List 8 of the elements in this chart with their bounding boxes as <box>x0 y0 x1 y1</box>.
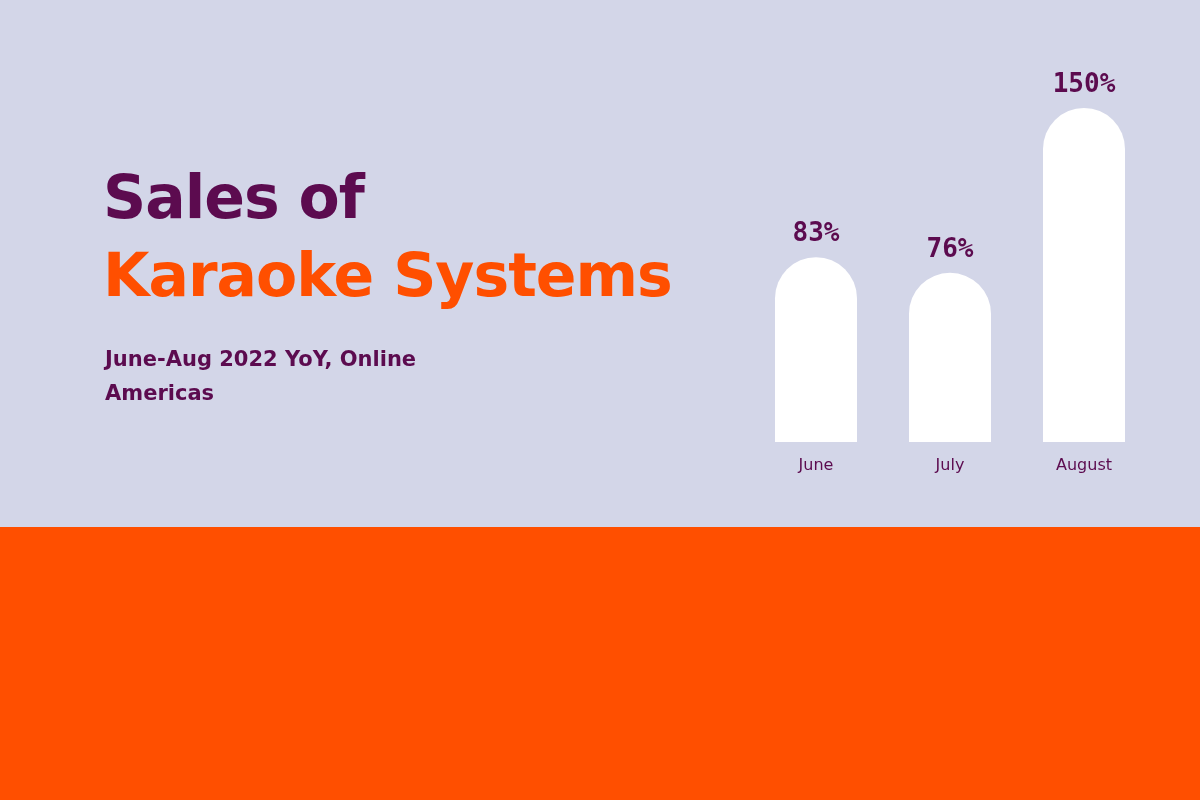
data-label: 76% <box>926 232 974 263</box>
text: Sales of Karaoke Systems <box>103 161 672 312</box>
data-label: 83% <box>792 217 840 248</box>
data-label: 150% <box>1052 68 1116 98</box>
text: June-Aug 2022 YoY, Online Americas <box>105 346 418 407</box>
x-tick-label: June <box>797 454 834 474</box>
x-tick-label: July <box>934 454 965 474</box>
x-tick-label: August <box>1056 454 1112 474</box>
